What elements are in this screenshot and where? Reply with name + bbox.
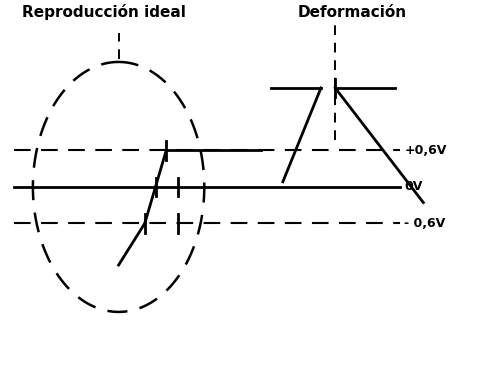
Text: Deformación: Deformación: [297, 5, 407, 20]
Text: +0,6V: +0,6V: [404, 144, 447, 157]
Text: - 0,6V: - 0,6V: [404, 217, 446, 230]
Text: Reproducción ideal: Reproducción ideal: [22, 4, 186, 20]
Text: 0V: 0V: [404, 180, 423, 193]
